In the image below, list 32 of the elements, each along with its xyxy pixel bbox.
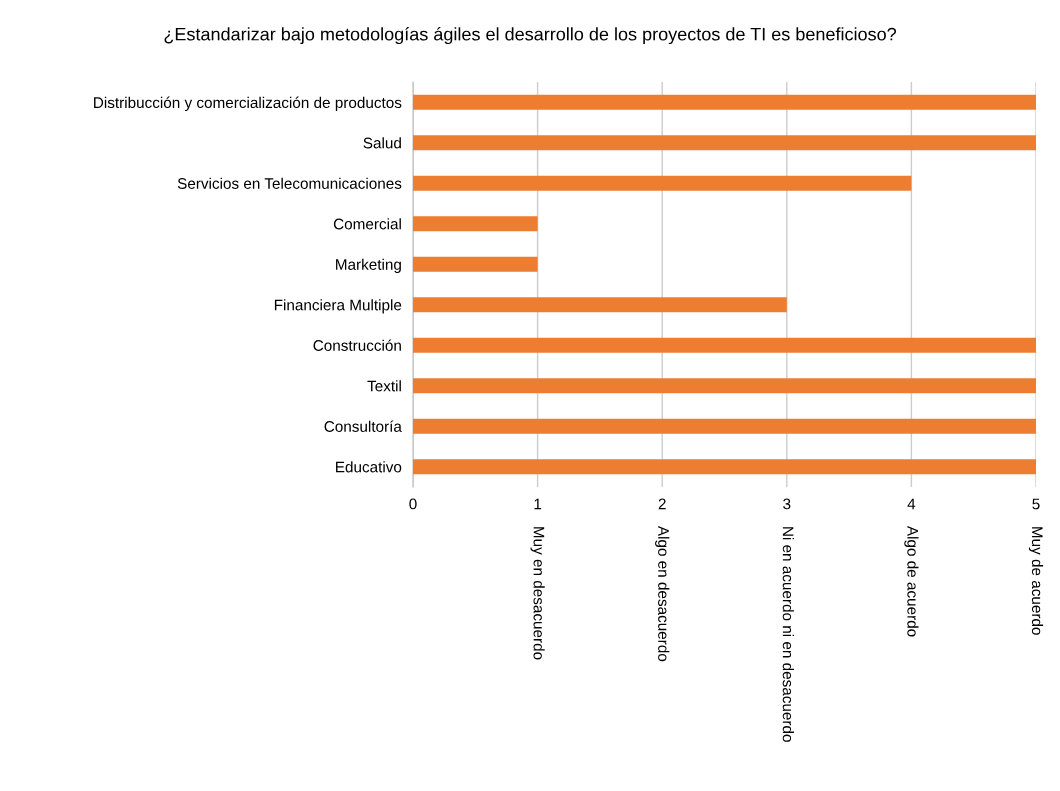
y-tick-label: Salud bbox=[363, 137, 401, 149]
bar bbox=[413, 135, 1036, 151]
y-tick-label: Construcción bbox=[313, 339, 401, 351]
text: Muy de acuerdo bbox=[1028, 527, 1044, 635]
bar bbox=[413, 459, 1036, 475]
y-tick-label: Educativo bbox=[336, 461, 402, 473]
x-tick-label: 0 bbox=[409, 498, 417, 510]
text: Algo en desacuerdo bbox=[655, 525, 670, 662]
x-tick-label: 5 bbox=[1032, 498, 1040, 510]
text: Ni en acuerdo ni en desacuerdo bbox=[782, 527, 794, 742]
y-tick-label: Servicios en Telecomunicaciones bbox=[177, 177, 402, 189]
y-tick-label: Distribucción y comercialización de productos bbox=[94, 96, 402, 112]
bar bbox=[413, 337, 1036, 353]
bar bbox=[413, 216, 538, 232]
y-tick-label: Comercial bbox=[333, 218, 401, 230]
x-tick-label: 2 bbox=[658, 498, 666, 510]
bar bbox=[413, 175, 912, 191]
text: Muy en desacuerdo bbox=[530, 527, 545, 660]
bar bbox=[413, 378, 1036, 394]
bar bbox=[413, 418, 1036, 434]
x-tick-label: 4 bbox=[907, 498, 916, 510]
chart-title: ¿Estandarizar bajo metodologías ágiles el desarrollo de los proyectos de TI es beneficioso? bbox=[164, 27, 897, 45]
x-tick-label: 3 bbox=[783, 498, 791, 510]
y-tick-label: Marketing bbox=[336, 258, 401, 273]
bar bbox=[413, 256, 538, 272]
x-tick-label: 1 bbox=[534, 498, 542, 510]
bar bbox=[413, 297, 787, 313]
y-tick-label: Financiera Multiple bbox=[274, 299, 402, 314]
text: Algo de acuerdo bbox=[904, 525, 919, 637]
y-tick-label: Consultoría bbox=[324, 420, 402, 432]
bar bbox=[413, 94, 1036, 110]
y-tick-label: Textil bbox=[367, 380, 401, 392]
